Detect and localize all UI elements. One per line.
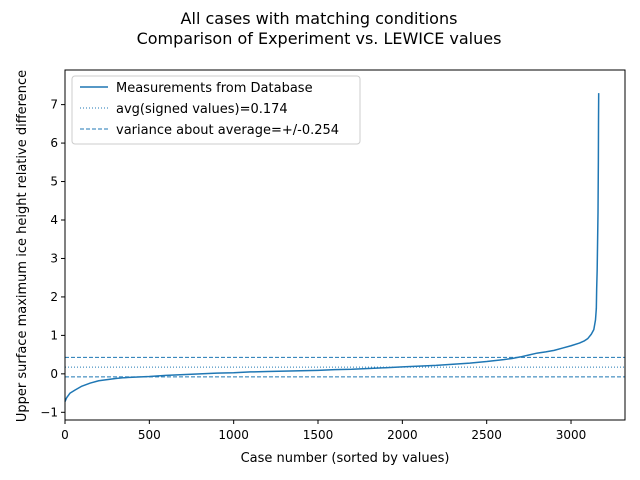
y-tick-label: 3 xyxy=(50,251,58,265)
y-tick-label: 2 xyxy=(50,290,58,304)
x-tick-label: 0 xyxy=(61,428,69,442)
chart-subtitle: Comparison of Experiment vs. LEWICE valu… xyxy=(137,29,502,48)
y-tick-label: 5 xyxy=(50,175,58,189)
x-tick-label: 1500 xyxy=(303,428,334,442)
legend: Measurements from Database avg(signed va… xyxy=(71,75,361,145)
legend-label-measurements: Measurements from Database xyxy=(116,81,313,96)
y-tick-label: 0 xyxy=(50,367,58,381)
y-tick-label: −1 xyxy=(40,405,58,419)
legend-box xyxy=(71,75,361,145)
x-tick-label: 2500 xyxy=(471,428,502,442)
y-tick-label: 4 xyxy=(50,213,58,227)
y-tick-label: 1 xyxy=(50,328,58,342)
y-tick-label: 6 xyxy=(50,136,58,150)
x-tick-label: 2000 xyxy=(387,428,418,442)
x-tick-label: 1000 xyxy=(218,428,249,442)
measurements-line xyxy=(64,93,600,402)
reference-lines xyxy=(65,356,625,378)
x-tick-label: 500 xyxy=(138,428,161,442)
series-layer xyxy=(64,93,600,402)
legend-label-variance: variance about average=+/-0.254 xyxy=(116,123,339,138)
legend-label-average: avg(signed values)=0.174 xyxy=(116,102,288,117)
axes-frame xyxy=(64,69,626,421)
y-axis-label: Upper surface maximum ice height relativ… xyxy=(15,70,30,422)
chart-title: All cases with matching conditions xyxy=(181,9,458,28)
y-tick-label: 7 xyxy=(50,98,58,112)
x-axis-label: Case number (sorted by values) xyxy=(241,451,450,466)
x-tick-label: 3000 xyxy=(556,428,587,442)
axes xyxy=(64,69,626,421)
